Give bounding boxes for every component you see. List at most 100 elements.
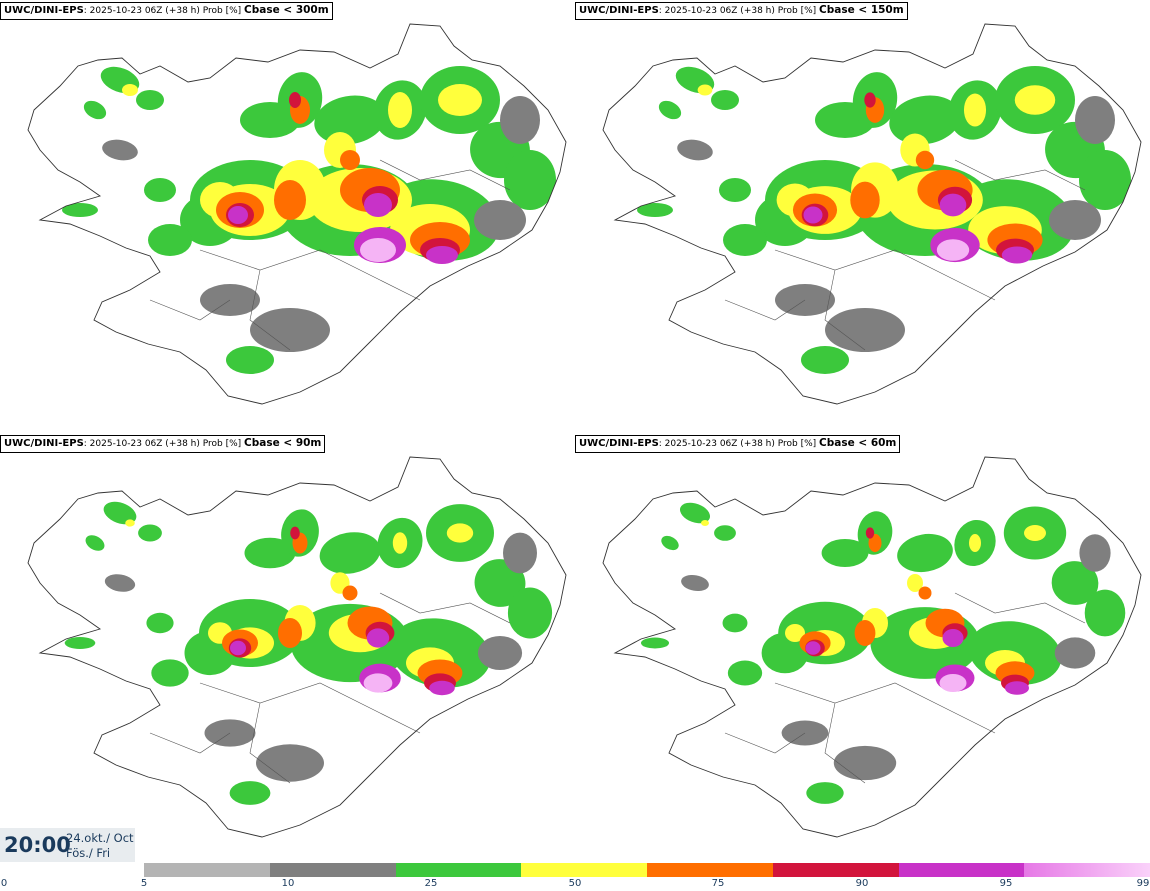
probability-area bbox=[701, 520, 709, 526]
probability-area bbox=[364, 193, 392, 217]
coastline bbox=[602, 23, 1142, 405]
probability-area bbox=[429, 680, 455, 696]
threshold-label: Cbase < 150m bbox=[819, 4, 904, 16]
map-panel-300m: UWC/DINI-EPS: 2025-10-23 06Z (+38 h) Pro… bbox=[0, 0, 575, 435]
probability-area bbox=[1054, 637, 1096, 669]
probability-area bbox=[148, 224, 192, 256]
probability-area bbox=[125, 519, 135, 527]
probability-area bbox=[714, 525, 736, 541]
probability-area bbox=[230, 640, 246, 656]
iceland-map bbox=[27, 23, 567, 405]
probability-area bbox=[229, 781, 271, 805]
colorbar-segment bbox=[521, 863, 648, 877]
panel-title: UWC/DINI-EPS: 2025-10-23 06Z (+38 h) Pro… bbox=[0, 435, 326, 453]
probability-area bbox=[1079, 534, 1111, 572]
probability-area bbox=[144, 178, 176, 202]
probability-area bbox=[857, 511, 893, 555]
probability-area bbox=[392, 532, 408, 554]
colorbar-tick-label: 25 bbox=[424, 878, 438, 889]
probability-area bbox=[62, 203, 98, 217]
coastline bbox=[27, 23, 567, 405]
valid-day: Fös./ Fri bbox=[66, 846, 111, 860]
coastline bbox=[602, 456, 1142, 838]
probability-area bbox=[865, 527, 875, 539]
valid-time-clock: 20:00 bbox=[4, 833, 71, 857]
probability-area bbox=[64, 637, 96, 649]
probability-area bbox=[360, 238, 396, 262]
probability-area bbox=[103, 501, 137, 525]
region-boundaries bbox=[724, 592, 1086, 784]
probability-area bbox=[785, 624, 805, 642]
probability-area bbox=[244, 537, 296, 569]
probability-area bbox=[761, 632, 809, 674]
probability-area bbox=[1049, 200, 1101, 240]
probability-area bbox=[146, 612, 174, 634]
run-info: : 2025-10-23 06Z (+38 h) Prob [%] bbox=[83, 6, 245, 16]
colorbar-segment bbox=[772, 863, 899, 877]
probability-area bbox=[1079, 150, 1131, 210]
probability-area bbox=[939, 193, 967, 217]
colorbar-tick-label: 99 bbox=[1136, 878, 1150, 889]
probability-area bbox=[918, 586, 932, 600]
valid-time-box: 20:00 24.okt./ Oct Fös./ Fri bbox=[0, 828, 135, 862]
probability-colorbar bbox=[144, 863, 1150, 877]
probability-area bbox=[290, 526, 300, 540]
colorbar-segment bbox=[144, 863, 271, 877]
probability-area bbox=[939, 674, 967, 692]
probability-area bbox=[363, 673, 393, 693]
probability-area bbox=[474, 200, 526, 240]
probability-area bbox=[278, 618, 302, 648]
probability-area bbox=[426, 246, 458, 264]
probability-area bbox=[637, 203, 673, 217]
threshold-label: Cbase < 300m bbox=[244, 4, 329, 16]
panel-title: UWC/DINI-EPS: 2025-10-23 06Z (+38 h) Pro… bbox=[575, 435, 901, 453]
probability-area bbox=[438, 84, 482, 116]
probability-area bbox=[1051, 561, 1099, 605]
colorbar-segment bbox=[898, 863, 1025, 877]
probability-area bbox=[500, 96, 540, 144]
probability-area bbox=[677, 139, 713, 161]
run-info: : 2025-10-23 06Z (+38 h) Prob [%] bbox=[658, 439, 820, 449]
probability-area bbox=[854, 620, 876, 646]
probability-area bbox=[388, 92, 412, 128]
probability-area bbox=[446, 523, 474, 543]
colorbar-tick-label: 90 bbox=[855, 878, 869, 889]
model-name: UWC/DINI-EPS bbox=[579, 5, 659, 16]
model-name: UWC/DINI-EPS bbox=[579, 438, 659, 449]
probability-area bbox=[719, 178, 751, 202]
probability-area bbox=[821, 538, 869, 568]
probability-area bbox=[868, 533, 882, 553]
probability-area bbox=[138, 524, 162, 542]
coastline bbox=[27, 456, 567, 838]
iceland-map bbox=[27, 456, 567, 838]
panel-title: UWC/DINI-EPS: 2025-10-23 06Z (+38 h) Pro… bbox=[575, 2, 908, 20]
probability-area bbox=[942, 629, 964, 647]
probability-area bbox=[963, 93, 987, 127]
probability-area bbox=[507, 587, 553, 639]
probability-area bbox=[864, 92, 876, 108]
probability-area bbox=[640, 637, 670, 649]
probability-area bbox=[102, 139, 138, 161]
colorbar-tick-label: 95 bbox=[999, 878, 1013, 889]
threshold-label: Cbase < 60m bbox=[819, 437, 897, 449]
probability-area bbox=[936, 239, 970, 261]
valid-date: 24.okt./ Oct bbox=[66, 831, 134, 845]
colorbar-tick-label: 75 bbox=[711, 878, 725, 889]
iceland-map bbox=[602, 23, 1142, 405]
probability-area bbox=[801, 346, 849, 374]
probability-area bbox=[850, 181, 880, 219]
model-name: UWC/DINI-EPS bbox=[4, 438, 84, 449]
probability-area bbox=[289, 92, 301, 108]
run-info: : 2025-10-23 06Z (+38 h) Prob [%] bbox=[83, 439, 245, 449]
probability-area bbox=[681, 574, 709, 592]
probability-area bbox=[805, 641, 821, 655]
probability-area bbox=[915, 150, 935, 170]
probability-area bbox=[833, 745, 897, 781]
probability-area bbox=[711, 90, 739, 110]
probability-area bbox=[228, 206, 248, 224]
probability-area bbox=[969, 534, 981, 552]
colorbar-tick-label: 50 bbox=[568, 878, 582, 889]
probability-area bbox=[250, 308, 330, 352]
probability-area bbox=[1084, 589, 1126, 637]
probability-area bbox=[104, 574, 136, 592]
